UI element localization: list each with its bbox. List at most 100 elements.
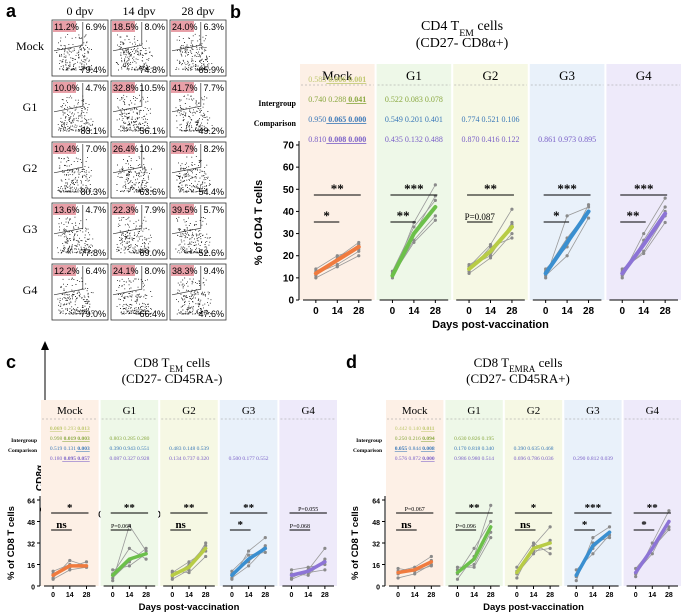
gate-line — [53, 266, 84, 296]
individual-point — [433, 218, 437, 222]
gate-value-dp: 7.7% — [203, 83, 224, 93]
x-tick-label: 14 — [470, 592, 478, 599]
individual-point — [323, 557, 327, 561]
x-tick-label: 28 — [142, 592, 150, 599]
y-tick-label: 48 — [27, 520, 35, 527]
individual-point — [510, 236, 514, 240]
group-label: G1 — [467, 405, 480, 417]
sig-label: *** — [585, 502, 602, 514]
gate-value-cd8: 26.4% — [113, 144, 139, 154]
group-series: 0 14 28**** — [532, 181, 602, 317]
p-value-row: 0.519 0.131 0.003 — [50, 446, 90, 452]
individual-point — [510, 207, 514, 211]
gate-value-dp: 10.5% — [139, 83, 165, 93]
group-series: 0 14 28 ns* — [44, 502, 96, 599]
column-label: 14 dpv — [123, 4, 156, 18]
gate-highlight — [171, 204, 194, 215]
individual-point — [607, 536, 612, 540]
sig-label: * — [531, 502, 537, 514]
gate-value-neg: 63.6% — [139, 187, 165, 197]
x-tick-label: 28 — [506, 306, 518, 317]
group-label: Mock — [57, 405, 83, 417]
p-value-row: 0.435 0.132 0.488 — [385, 135, 443, 144]
individual-point — [412, 220, 416, 225]
y-tick-label: 32 — [27, 542, 35, 549]
individual-point — [263, 536, 267, 540]
gate-highlight — [53, 21, 76, 32]
gate-line — [53, 22, 84, 52]
individual-point — [396, 566, 400, 571]
event-dots — [176, 156, 211, 193]
individual-point — [663, 196, 667, 200]
x-tick-label: 14 — [245, 592, 253, 599]
gate-value-dp: 7.9% — [144, 205, 165, 215]
individual-point — [51, 569, 55, 573]
sig-label: *** — [634, 181, 654, 196]
flow-plot: 24.0% 6.3% 65.9% — [169, 19, 227, 77]
individual-point — [335, 262, 339, 267]
individual-point — [289, 568, 294, 572]
y-tick-label: 20 — [283, 251, 295, 262]
individual-point — [510, 220, 514, 225]
sig-label: ns — [401, 519, 412, 531]
individual-point — [433, 214, 437, 218]
individual-point — [591, 536, 595, 540]
sig-label: * — [553, 208, 560, 223]
group-background — [386, 400, 444, 586]
x-tick-label: 14 — [126, 592, 134, 599]
individual-point — [433, 198, 437, 202]
individual-point — [544, 276, 548, 280]
x-tick-label: 28 — [606, 592, 614, 599]
p-value-row: 0.549 0.201 0.401 — [385, 115, 443, 124]
event-dots — [116, 278, 153, 315]
chart-title: CD4 TEM cells — [421, 19, 503, 39]
y-tick-label: 32 — [372, 542, 380, 549]
group-background — [623, 400, 681, 586]
individual-point — [230, 576, 234, 580]
group-background — [504, 400, 563, 586]
gate-value-neg: 49.2% — [198, 126, 224, 136]
x-tick-label: 0 — [515, 592, 519, 599]
gate-value-dp: 7.0% — [85, 144, 106, 154]
individual-point — [586, 203, 591, 207]
group-series: 0 14 28 P=0.064 ** — [103, 502, 156, 599]
p-value-row: 0.803 0.285 0.280 — [109, 436, 149, 442]
individual-point — [472, 565, 476, 569]
x-tick-label: 0 — [390, 306, 396, 317]
comparison-label: Intergroup — [11, 438, 37, 444]
gate-highlight — [171, 265, 194, 276]
gate-highlight — [112, 265, 135, 276]
individual-point — [127, 564, 131, 568]
chart-title: CD8 TEM cells — [134, 355, 210, 374]
gate-value-dp: 8.0% — [144, 22, 165, 32]
x-tick-label: 28 — [321, 592, 329, 599]
individual-point — [51, 576, 55, 580]
flow-plot: 38.3% 9.4% 47.6% — [169, 263, 227, 321]
p-value-row: 0.483 0.148 0.539 — [169, 446, 209, 452]
x-axis-label: Days post-vaccination — [139, 602, 240, 613]
x-tick-label: 0 — [466, 306, 472, 317]
gate-value-dp: 8.2% — [203, 144, 224, 154]
sig-label: * — [641, 519, 647, 531]
gate-value-dp: 5.7% — [203, 205, 224, 215]
p-value-row: 0.055 0.844 0.008 — [395, 446, 435, 452]
gate-value-neg: 79.4% — [80, 65, 106, 75]
x-tick-label: 0 — [230, 592, 234, 599]
gate-value-neg: 79.0% — [80, 309, 106, 319]
group-label: G3 — [586, 405, 600, 417]
x-tick-label: 28 — [427, 592, 435, 599]
individual-point — [314, 276, 318, 280]
group-label: G1 — [123, 405, 136, 417]
p-value-row: 0.870 0.416 0.122 — [462, 135, 520, 144]
individual-point — [263, 550, 267, 555]
row-label: G4 — [23, 283, 38, 297]
individual-point — [314, 267, 318, 271]
individual-point — [335, 265, 339, 269]
comparison-label: Intergroup — [356, 438, 382, 444]
group-label: Mock — [322, 68, 353, 83]
gate-line — [171, 83, 202, 113]
x-tick-label: 28 — [353, 306, 365, 317]
sig-label: ** — [124, 502, 136, 514]
p-value-row: 0.630 0.826 0.195 — [454, 436, 494, 442]
event-dots — [175, 33, 213, 71]
